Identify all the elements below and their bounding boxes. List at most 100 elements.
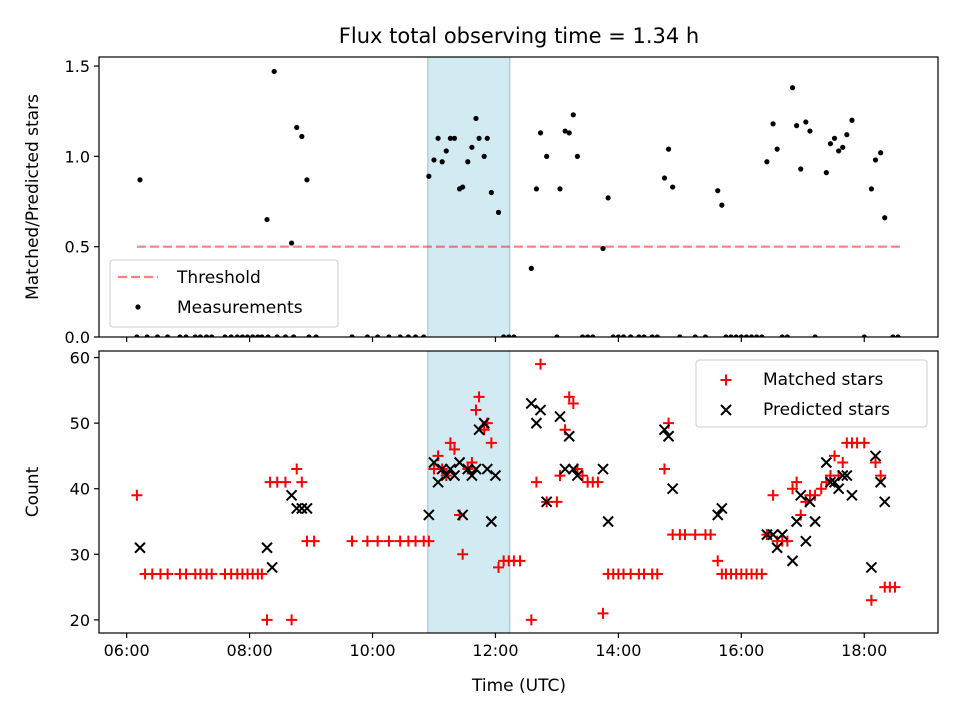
legend-measurements-swatch [135,304,141,310]
matched-star-point [206,568,218,580]
measurement-point [715,188,721,194]
measurement-point [665,146,672,152]
matched-star-point [809,489,821,501]
measurement-point [209,334,215,337]
measurement-point [649,334,655,337]
predicted-star-point [666,483,679,495]
measurement-point [244,334,251,337]
measurement-point [759,334,765,337]
x-tick-label: 10:00 [349,641,395,660]
predicted-star-point [809,515,821,528]
matched-star-point [525,614,537,626]
predicted-star-point [800,535,812,547]
predicted-star-point [767,528,779,541]
x-tick-label: 08:00 [227,641,273,660]
predicted-star-point [489,469,502,482]
legend-box [109,259,339,328]
y-tick-label: 0.0 [65,328,90,347]
measurement-point [670,184,676,190]
y-tick-label: 50 [70,414,90,433]
measurement-point [692,334,698,337]
measurement-point [274,334,280,337]
measurement-point [537,130,544,136]
measurement-point [421,334,427,337]
measurement-point [405,334,411,337]
y-tick-label: 20 [70,611,90,630]
measurement-point [528,265,534,271]
predicted-star-point [837,469,849,482]
matched-star-point [567,397,579,409]
measurement-point [770,121,776,127]
predicted-star-point [540,496,553,508]
x-tick-label: 16:00 [718,641,764,660]
predicted-star-point [261,542,273,554]
measurement-point [197,334,204,337]
matched-star-point [530,476,542,488]
predicted-star-point [296,502,308,515]
y-tick-label: 60 [70,349,90,368]
measurement-point [349,334,355,337]
predicted-star-point [432,476,444,488]
predicted-star-point [602,515,614,528]
measurement-point [557,186,563,192]
bottom-axes-frame [98,350,939,634]
predicted-star-point [453,456,466,469]
matched-star-point [689,529,701,541]
matched-star-point [554,470,566,482]
top-panel: 0.0 0.5 1.0 1.5 Threshold Measurements [65,56,939,347]
matched-star-point [837,456,849,468]
measurement-point [605,195,611,201]
measurement-point [239,334,246,337]
measurement-point [844,132,850,138]
measurement-point [451,135,458,141]
matched-star-point [870,456,882,468]
matched-star-point [180,568,192,580]
measurement-point [511,334,517,337]
measurement-point [488,189,494,196]
top-y-axis-label: Matched/Predicted stars [23,94,43,300]
measurement-point [849,117,855,123]
measurement-point [177,334,183,337]
predicted-star-point [436,463,448,475]
measurement-point [294,124,300,131]
matched-star-point [478,424,490,436]
predicted-star-point [481,463,493,475]
measurement-point [878,150,884,156]
measurement-point [566,130,572,136]
measurement-point [807,128,813,134]
predicted-star-point [525,397,538,410]
matched-star-point [787,483,799,495]
matched-star-point [791,476,803,488]
measurement-point [803,119,809,125]
measurement-point [271,68,277,75]
matched-star-point [514,555,526,567]
measurement-point [585,334,591,337]
measurement-point [222,334,228,337]
matched-star-point [162,568,174,580]
bottom-y-axis-label: Count [23,466,43,517]
matched-star-point [767,489,779,501]
measurement-point [183,334,189,337]
measurement-point [484,135,490,141]
measurement-point [228,334,234,337]
measurement-point [259,334,265,337]
predicted-star-point [444,463,457,475]
predicted-star-point [301,502,313,515]
y-tick-label: 30 [70,545,90,564]
measurement-point [641,334,647,337]
matched-star-point [308,535,320,547]
measurement-point [255,334,261,337]
matched-star-point [858,437,870,449]
bottom-legend: Matched stars Predicted stars [695,359,928,428]
chart-title: Flux total observing time = 1.34 h [339,24,699,48]
matched-star-point [563,391,575,403]
predicted-star-point [530,417,543,429]
measurement-point [234,334,240,337]
matched-star-point [577,470,589,482]
measurement-point [620,334,627,337]
predicted-star-point [485,515,498,528]
predicted-star-point [554,410,566,423]
y-tick-label: 1.5 [65,57,90,76]
measurement-point [447,135,453,141]
measurement-point [476,135,482,141]
